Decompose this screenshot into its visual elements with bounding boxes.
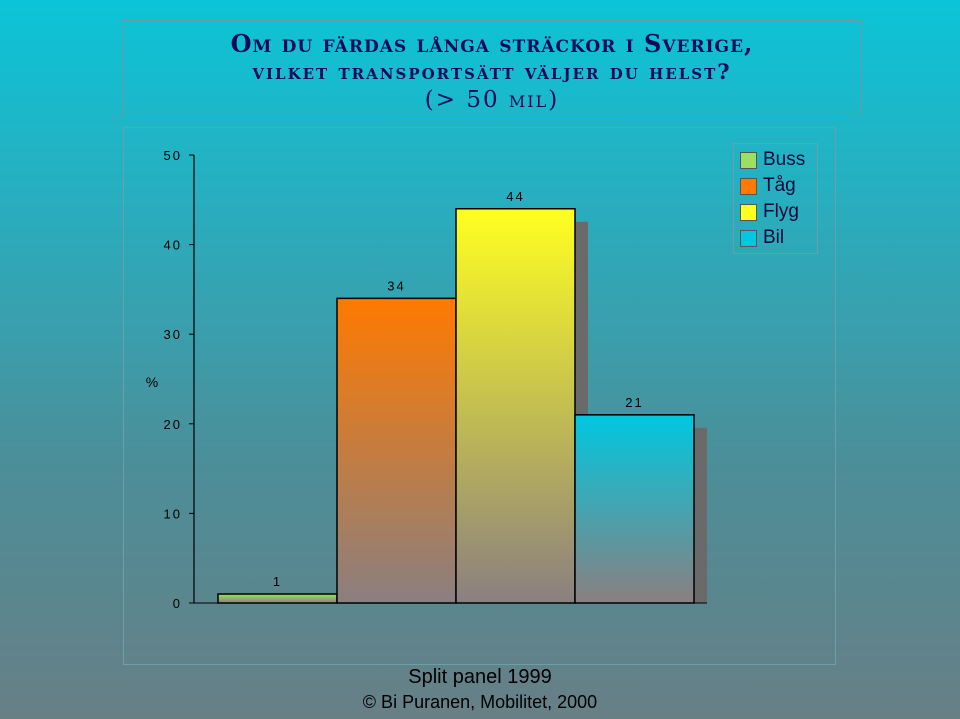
legend-label-buss: Buss	[763, 149, 806, 170]
bar-flyg	[455, 208, 576, 604]
chart-title-line-1: Om du färdas långa sträckor i Sverige,	[230, 29, 754, 58]
y-tick-label: 50	[164, 148, 182, 163]
footer-line-2: © Bi Puranen, Mobilitet, 2000	[362, 692, 598, 712]
legend-swatch-bil	[740, 229, 757, 247]
data-label: 44	[506, 189, 524, 204]
title-box: Om du färdas långa sträckor i Sverige, v…	[123, 20, 861, 118]
chart-title-line-2: vilket transportsätt väljer du helst?	[252, 59, 732, 84]
bar-tag	[336, 297, 457, 604]
legend: Buss Tåg Flyg Bil	[733, 143, 818, 254]
legend-item-tag: Tåg	[740, 175, 796, 197]
y-axis-label: %	[146, 374, 158, 390]
legend-label-bil: Bil	[763, 227, 785, 248]
bar-buss	[217, 593, 338, 604]
legend-label-flyg: Flyg	[763, 201, 799, 222]
legend-swatch-buss	[740, 151, 757, 169]
chart-title-line-3: (> 50 mil)	[424, 87, 560, 113]
data-label: 1	[273, 574, 282, 589]
bar-bil	[574, 414, 695, 604]
data-label: 34	[387, 278, 405, 293]
legend-item-flyg: Flyg	[740, 201, 799, 223]
y-tick-label: 0	[173, 596, 182, 611]
data-label: 21	[625, 395, 643, 410]
footer-line-1: Split panel 1999	[408, 666, 552, 688]
y-tick-label: 10	[164, 506, 182, 521]
y-tick-label: 30	[164, 327, 182, 342]
legend-swatch-flyg	[740, 203, 757, 221]
y-tick-label: 20	[164, 417, 182, 432]
legend-swatch-tag	[740, 177, 757, 195]
plot-area-frame	[123, 127, 836, 665]
bar-shadow	[694, 427, 707, 603]
legend-item-bil: Bil	[740, 227, 784, 249]
y-tick-label: 40	[164, 238, 182, 253]
legend-label-tag: Tåg	[763, 175, 796, 196]
legend-item-buss: Buss	[740, 149, 805, 171]
